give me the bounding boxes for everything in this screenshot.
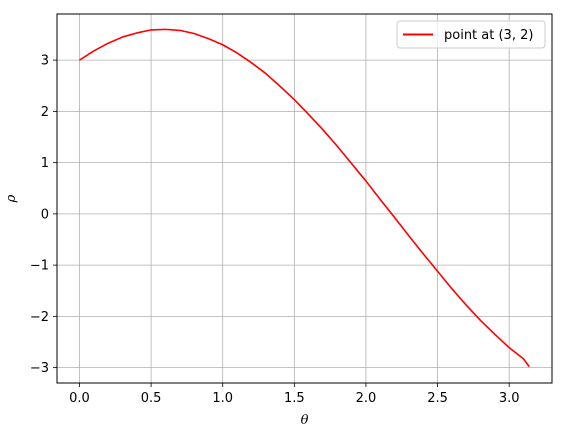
y-tick-label: 0 <box>41 207 49 222</box>
y-tick-label: 1 <box>41 156 49 171</box>
x-tick-label: 2.0 <box>356 391 377 406</box>
y-tick-label: −1 <box>30 259 49 274</box>
legend: point at (3, 2) <box>396 20 546 49</box>
series-layer <box>79 28 530 368</box>
x-tick-label: 1.0 <box>212 391 233 406</box>
x-tick-label: 2.5 <box>427 391 448 406</box>
x-tick-label: 0.0 <box>69 391 90 406</box>
y-axis: −3 −2 −1 0 1 2 3 <box>30 54 57 376</box>
y-tick-label: −2 <box>30 310 49 325</box>
x-tick-label: 3.0 <box>499 391 520 406</box>
x-axis: 0.0 0.5 1.0 1.5 2.0 2.5 3.0 <box>69 383 520 406</box>
x-tick-label: 1.5 <box>284 391 305 406</box>
y-tick-label: 3 <box>41 54 49 69</box>
legend-label: point at (3, 2) <box>444 28 533 43</box>
x-axis-label: θ <box>301 413 309 428</box>
y-tick-label: −3 <box>30 361 49 376</box>
plot-frame <box>56 13 553 384</box>
legend-box <box>396 20 546 49</box>
y-axis-label: ρ <box>4 194 19 203</box>
x-tick-label: 0.5 <box>141 391 162 406</box>
grid <box>57 14 552 383</box>
y-tick-label: 2 <box>41 105 49 120</box>
series-line <box>79 28 530 368</box>
